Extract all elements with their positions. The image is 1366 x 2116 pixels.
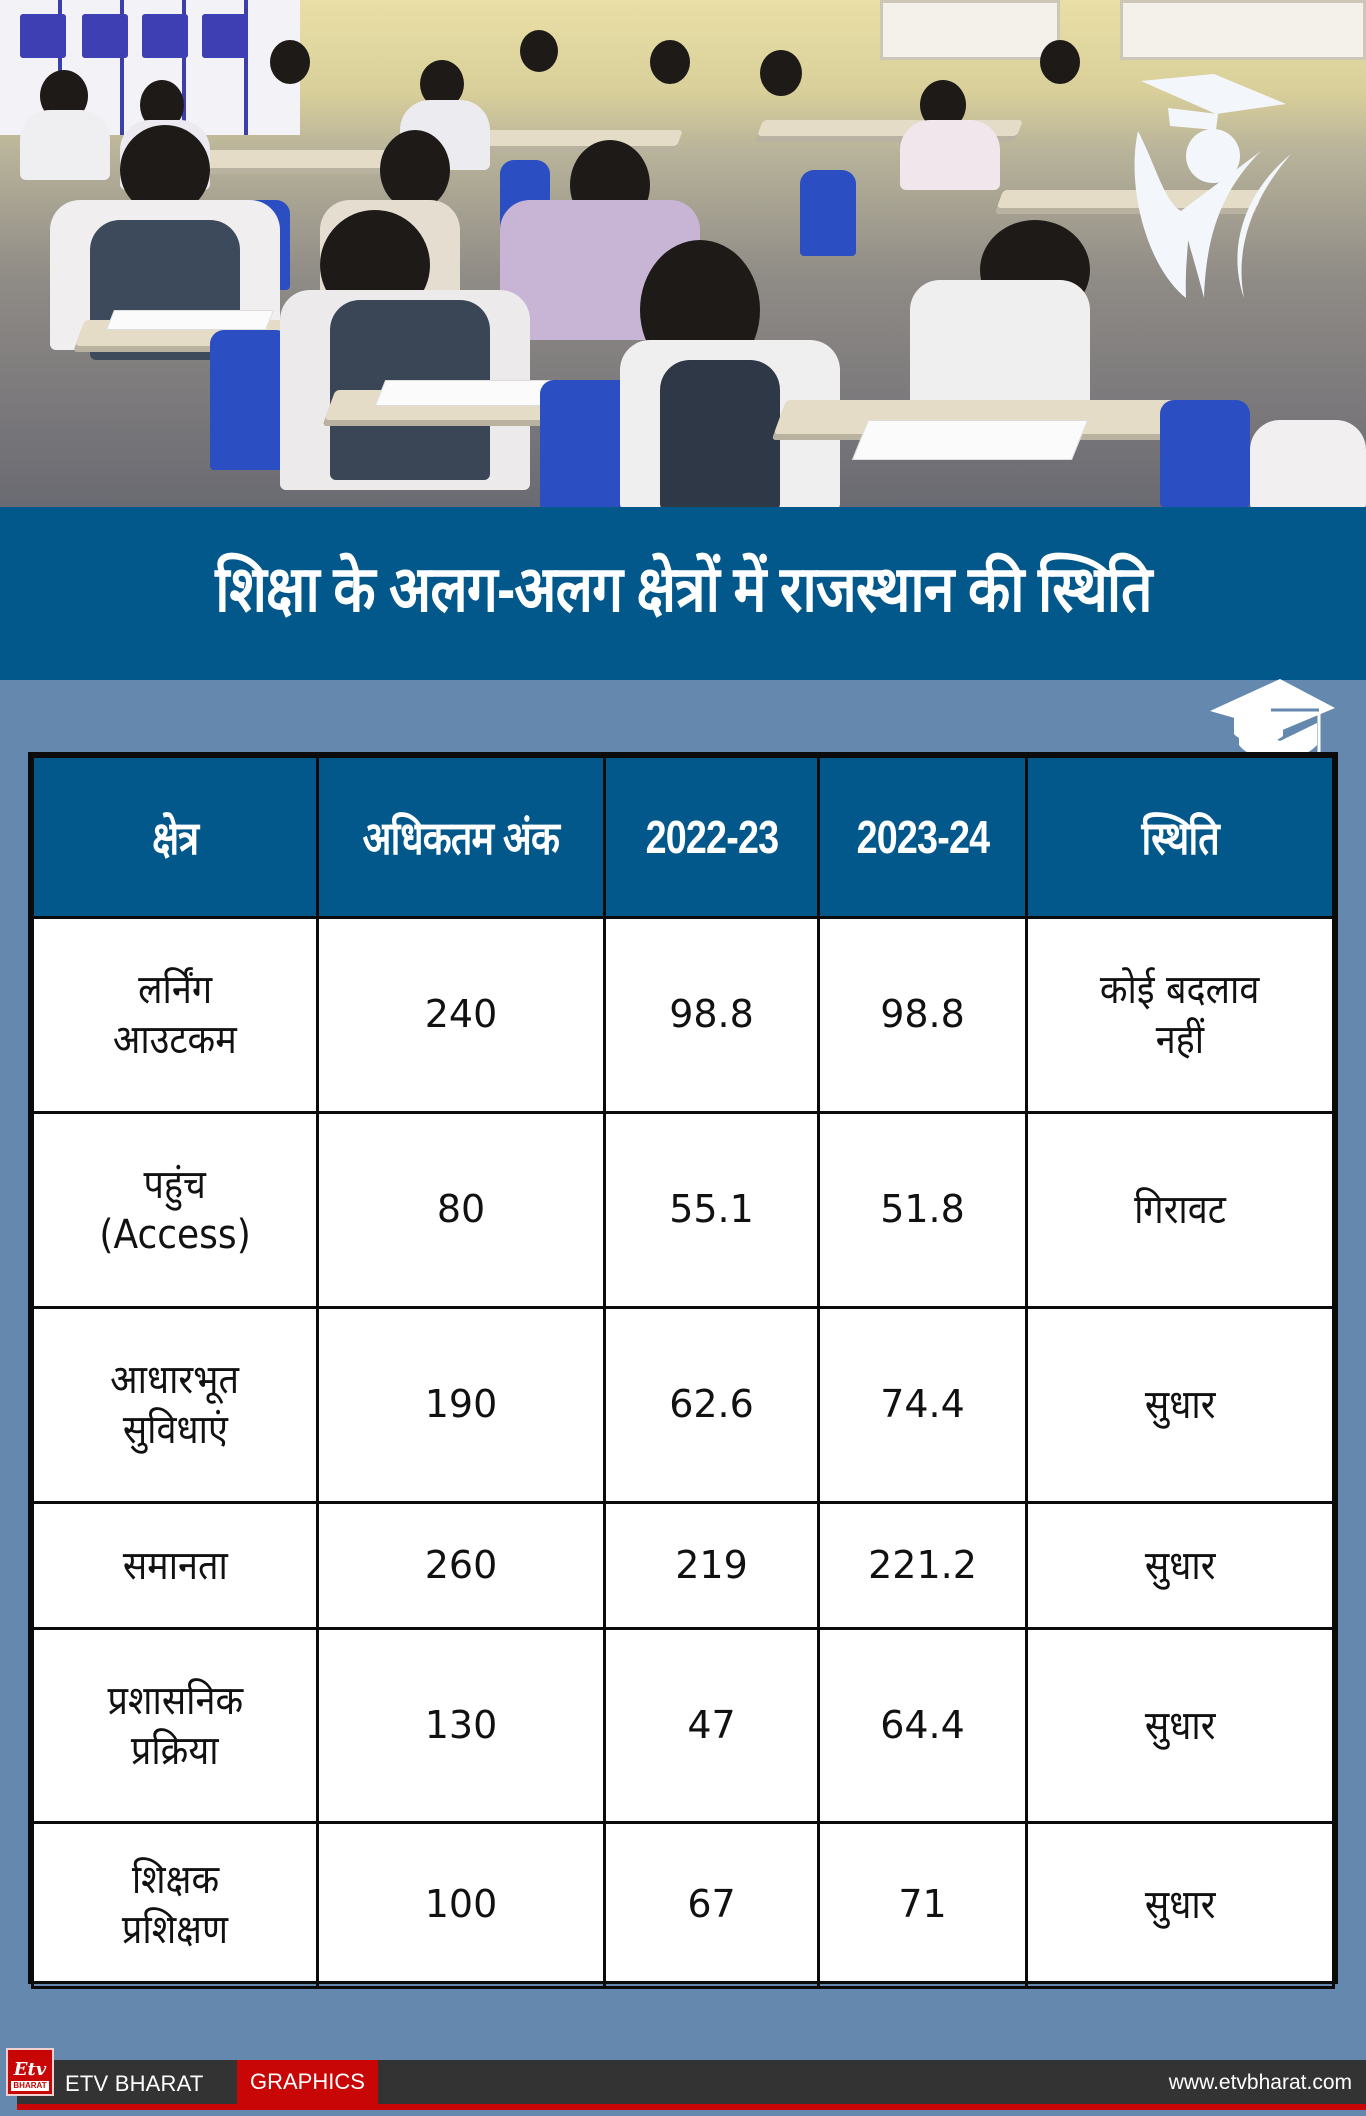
etv-bharat-logo-icon: Etv BHARAT bbox=[6, 2048, 54, 2096]
window bbox=[880, 0, 1060, 60]
area-cell: आधारभूत सुविधाएं bbox=[31, 1306, 319, 1504]
table-row: आधारभूत सुविधाएं 190 62.6 74.4 सुधार bbox=[31, 1306, 1335, 1504]
footer-accent-line bbox=[17, 2104, 1366, 2110]
table-row: प्रशासनिक प्रक्रिया 130 47 64.4 सुधार bbox=[31, 1627, 1335, 1824]
column-header-2023-24: 2023-24 bbox=[817, 755, 1028, 919]
max-marks-cell: 190 bbox=[316, 1306, 606, 1504]
window bbox=[1120, 0, 1366, 60]
max-marks-cell: 80 bbox=[316, 1111, 606, 1309]
score-2023-24-cell: 71 bbox=[817, 1821, 1028, 1989]
table-header-row: क्षेत्र अधिकतम अंक 2022-23 2023-24 स्थित… bbox=[31, 755, 1335, 919]
score-2022-23-cell: 67 bbox=[603, 1821, 820, 1989]
score-2022-23-cell: 55.1 bbox=[603, 1111, 820, 1309]
area-cell: समानता bbox=[31, 1501, 319, 1630]
column-header-max-marks: अधिकतम अंक bbox=[316, 755, 606, 919]
column-header-2022-23: 2022-23 bbox=[603, 755, 820, 919]
website-link[interactable]: www.etvbharat.com bbox=[1168, 2071, 1352, 2094]
status-cell: सुधार bbox=[1025, 1627, 1335, 1824]
score-2023-24-cell: 74.4 bbox=[817, 1306, 1028, 1504]
score-2023-24-cell: 51.8 bbox=[817, 1111, 1028, 1309]
score-2023-24-cell: 221.2 bbox=[817, 1501, 1028, 1630]
status-cell: गिरावट bbox=[1025, 1111, 1335, 1309]
max-marks-cell: 100 bbox=[316, 1821, 606, 1989]
hero-photo bbox=[0, 0, 1366, 507]
max-marks-cell: 130 bbox=[316, 1627, 606, 1824]
max-marks-cell: 240 bbox=[316, 916, 606, 1114]
area-cell: पहुंच (Access) bbox=[31, 1111, 319, 1309]
status-cell: सुधार bbox=[1025, 1306, 1335, 1504]
area-cell: शिक्षक प्रशिक्षण bbox=[31, 1821, 319, 1989]
footer-bar: ETV BHARAT GRAPHICS www.etvbharat.com bbox=[17, 2060, 1366, 2110]
column-header-status: स्थिति bbox=[1025, 755, 1335, 919]
title-band: शिक्षा के अलग-अलग क्षेत्रों में राजस्थान… bbox=[0, 507, 1366, 680]
brand-name: ETV BHARAT bbox=[65, 2071, 204, 2096]
score-2022-23-cell: 47 bbox=[603, 1627, 820, 1824]
status-cell: सुधार bbox=[1025, 1501, 1335, 1630]
education-status-table: क्षेत्र अधिकतम अंक 2022-23 2023-24 स्थित… bbox=[28, 752, 1338, 1989]
graphics-tag: GRAPHICS bbox=[237, 2060, 378, 2104]
score-2022-23-cell: 219 bbox=[603, 1501, 820, 1630]
page-title: शिक्षा के अलग-अलग क्षेत्रों में राजस्थान… bbox=[214, 553, 1152, 625]
table-row: समानता 260 219 221.2 सुधार bbox=[31, 1501, 1335, 1630]
graduate-person-icon bbox=[1134, 74, 1291, 298]
column-header-area: क्षेत्र bbox=[31, 755, 319, 919]
max-marks-cell: 260 bbox=[316, 1501, 606, 1630]
area-cell: लर्निंग आउटकम bbox=[31, 916, 319, 1114]
area-cell: प्रशासनिक प्रक्रिया bbox=[31, 1627, 319, 1824]
table-row: पहुंच (Access) 80 55.1 51.8 गिरावट bbox=[31, 1111, 1335, 1309]
score-2022-23-cell: 98.8 bbox=[603, 916, 820, 1114]
table-row: लर्निंग आउटकम 240 98.8 98.8 कोई बदलाव नहीं bbox=[31, 916, 1335, 1114]
status-cell: कोई बदलाव नहीं bbox=[1025, 916, 1335, 1114]
status-cell: सुधार bbox=[1025, 1821, 1335, 1989]
score-2022-23-cell: 62.6 bbox=[603, 1306, 820, 1504]
score-2023-24-cell: 98.8 bbox=[817, 916, 1028, 1114]
score-2023-24-cell: 64.4 bbox=[817, 1627, 1028, 1824]
table-row: शिक्षक प्रशिक्षण 100 67 71 सुधार bbox=[31, 1821, 1335, 1989]
